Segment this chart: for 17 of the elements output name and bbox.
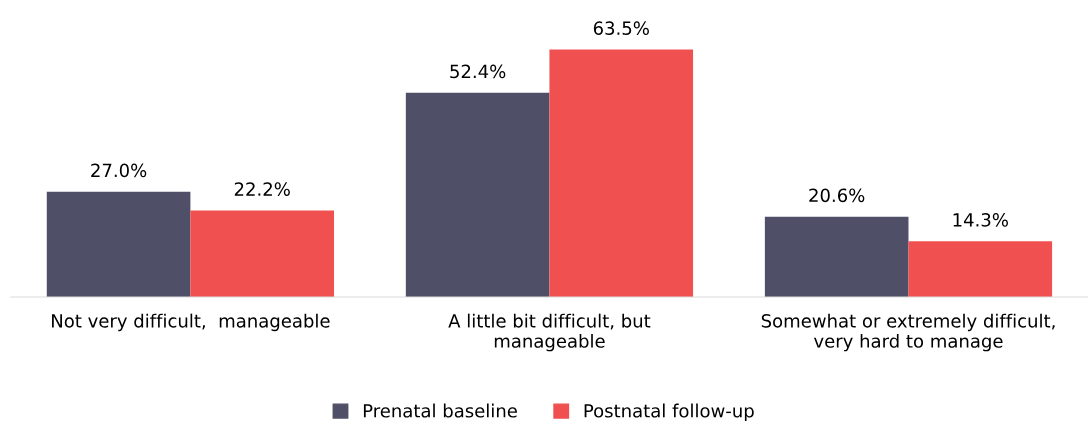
data-label: 20.6%: [809, 188, 865, 203]
bar: [46, 191, 191, 297]
bar: [549, 49, 694, 297]
data-label: 63.5%: [593, 21, 649, 35]
x-tick-label: Not very difficult, manageable: [52, 313, 330, 332]
bar: [764, 216, 909, 297]
data-label: 52.4%: [450, 64, 506, 79]
legend-label: Prenatal baseline: [363, 403, 517, 418]
data-label: 27.0%: [91, 163, 147, 178]
legend-label: Postnatal follow-up: [584, 403, 754, 422]
x-tick-label: Somewhat or extremely difficult, very hard to manage: [761, 313, 1055, 352]
data-label: 14.3%: [953, 213, 1008, 227]
bar: [405, 92, 550, 297]
x-tick-label: A little bit difficult, but manageable: [448, 313, 651, 352]
data-label: 22.2%: [234, 182, 290, 196]
bar: [190, 210, 335, 297]
bar: [908, 241, 1053, 297]
